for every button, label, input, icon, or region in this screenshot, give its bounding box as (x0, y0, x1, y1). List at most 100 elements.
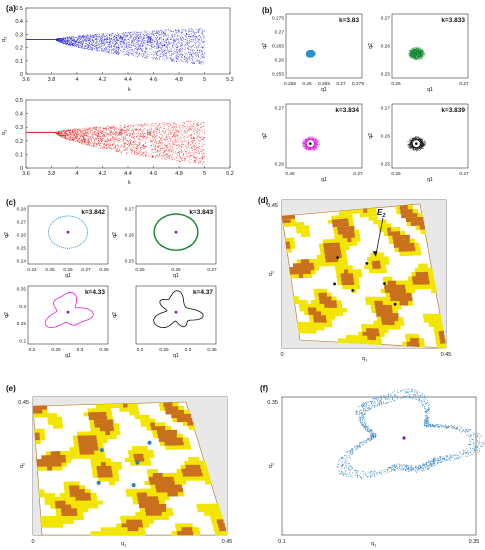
plot-d-cell (310, 270, 316, 275)
plot-d-cell (282, 216, 287, 220)
plot-a-top-ytick-label: 0.5 (15, 6, 23, 12)
plot-d-cell (289, 267, 295, 271)
plot-d-cell (410, 221, 416, 226)
plot-e-cell (116, 527, 124, 532)
plot-e-cell (74, 489, 81, 494)
plot-d-cell (370, 300, 376, 305)
plot-e-cell (103, 477, 110, 482)
plot-e-cell (172, 472, 179, 477)
plot-e-cell (132, 523, 139, 528)
plot-d-cell (375, 304, 381, 310)
plot-d-cell (290, 245, 296, 249)
plot-d-cell (342, 230, 347, 235)
plot-e-attractor-blob (135, 460, 140, 465)
plot-d-cell (308, 311, 314, 316)
plot-e-cell (70, 496, 77, 501)
plot-d-cell (285, 241, 291, 246)
plot-e-cell (180, 445, 187, 450)
plot-e-cell (182, 531, 190, 536)
plot-c-ylabel: q2 (112, 232, 118, 238)
plot-d-cell (353, 277, 359, 282)
plot-e-cell (191, 468, 198, 473)
plot-d-ylabel: q2 (268, 270, 275, 276)
plot-e-cell (151, 469, 158, 474)
plot-e-cell (141, 488, 148, 493)
plot-e-cell (135, 511, 142, 516)
plot-d-cell (415, 272, 421, 277)
series-red-points (55, 120, 205, 165)
plot-e-cell (120, 515, 127, 520)
plot-b-xtick-label: 0.27 (459, 171, 469, 177)
plot-d-xtick-left: 0 (280, 352, 283, 358)
plot-d-cell (412, 276, 418, 281)
plot-e-cell (71, 504, 78, 509)
plot-e-cell (37, 409, 43, 414)
plot-d-cell (309, 259, 315, 263)
plot-d-cell (367, 208, 373, 213)
plot-e-cell (86, 431, 93, 436)
plot-e-cell (39, 436, 46, 441)
plot-b-ylabel: q2 (368, 43, 374, 49)
plot-d-cell (362, 331, 368, 337)
plot-d-cell (305, 322, 311, 327)
plot-d-cell (364, 265, 370, 270)
plot-e-cell (141, 422, 147, 427)
plot-d-cell (338, 338, 344, 343)
plot-e-cell (141, 446, 148, 451)
plot-e-cell (91, 462, 97, 467)
plot-d-cell (406, 217, 412, 223)
plot-d-cell (316, 307, 322, 312)
plot-e-cell (133, 531, 141, 536)
plot-d-cell (337, 304, 343, 309)
plot-e-cell (161, 511, 169, 516)
plot-d-cell (386, 296, 392, 302)
plot-e-cell (147, 492, 154, 497)
plot-d-cell (389, 313, 395, 318)
plot-d-cell (309, 262, 315, 267)
plot-d-cell (306, 325, 312, 330)
plot-c-k-label: k=4.33 (85, 289, 105, 296)
plot-d-cell (306, 266, 311, 271)
plot-a-top-xtick-label: 4 (75, 77, 78, 83)
plot-d-cell (298, 299, 304, 304)
plot-d-cell (401, 214, 407, 219)
plot-d-cell (378, 324, 384, 329)
plot-d-cell (337, 308, 343, 313)
plot-d-cell (322, 292, 328, 297)
plot-c-ytick-label: 0.28 (17, 207, 27, 213)
plot-e-cell (76, 508, 83, 513)
plot-e-xtick-left: 0 (31, 539, 34, 545)
plot-e-cell (175, 445, 182, 450)
plot-c-ylabel: q2 (4, 232, 10, 238)
plot-e-cell (163, 437, 170, 442)
plot-d-cell (339, 265, 345, 270)
plot-e-cell (174, 480, 182, 485)
plot-e-cell (85, 454, 91, 459)
plot-b-frame (285, 103, 363, 169)
plot-e-cell (50, 500, 56, 505)
plot-d-cell (320, 303, 326, 308)
plot-d-cell (379, 256, 385, 261)
plot-e-cell (113, 423, 119, 428)
plot-d-cell (422, 284, 428, 289)
plot-d-cell (405, 213, 411, 218)
plot-d-cell (375, 308, 381, 314)
plot-d-cell (354, 281, 360, 286)
plot-e-cell (123, 403, 129, 408)
plot-c-xtick-label: 0.28 (99, 267, 109, 273)
plot-e-cell (167, 511, 174, 516)
plot-c-center-marker (174, 230, 178, 234)
plot-e-cell (34, 432, 41, 437)
plot-d-cell (415, 342, 421, 347)
plot-b-xlabel: q1 (427, 177, 433, 183)
plot-d-cell (332, 304, 338, 309)
plot-d-cell (383, 280, 389, 285)
plot-d-cell (329, 307, 335, 312)
plot-d-cell (330, 262, 336, 267)
plot-d-cell (367, 335, 373, 341)
plot-e-cell (120, 519, 128, 524)
plot-a-bottom-ylabel: q1 (1, 129, 8, 135)
plot-d-cell (320, 254, 326, 259)
plot-d-xtick-right: 0.45 (441, 352, 452, 358)
plot-e-cell (112, 469, 119, 474)
